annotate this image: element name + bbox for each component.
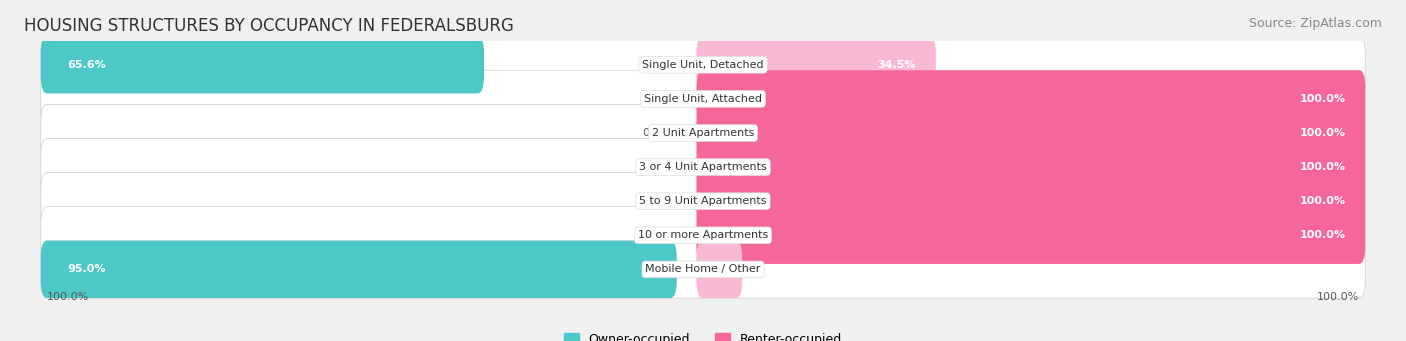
FancyBboxPatch shape: [41, 241, 1365, 298]
Text: Single Unit, Attached: Single Unit, Attached: [644, 94, 762, 104]
Text: Source: ZipAtlas.com: Source: ZipAtlas.com: [1249, 17, 1382, 30]
FancyBboxPatch shape: [696, 207, 1365, 264]
FancyBboxPatch shape: [41, 36, 484, 93]
Text: 100.0%: 100.0%: [1316, 292, 1358, 302]
FancyBboxPatch shape: [696, 36, 936, 93]
Text: 0.0%: 0.0%: [643, 196, 671, 206]
FancyBboxPatch shape: [41, 207, 1365, 264]
FancyBboxPatch shape: [696, 104, 1365, 162]
Text: HOUSING STRUCTURES BY OCCUPANCY IN FEDERALSBURG: HOUSING STRUCTURES BY OCCUPANCY IN FEDER…: [24, 17, 513, 35]
Text: Mobile Home / Other: Mobile Home / Other: [645, 264, 761, 275]
FancyBboxPatch shape: [41, 70, 1365, 128]
Text: 95.0%: 95.0%: [67, 264, 105, 275]
Text: 100.0%: 100.0%: [1299, 230, 1346, 240]
Text: 65.6%: 65.6%: [67, 60, 105, 70]
FancyBboxPatch shape: [696, 173, 1365, 230]
Legend: Owner-occupied, Renter-occupied: Owner-occupied, Renter-occupied: [558, 328, 848, 341]
Text: 5 to 9 Unit Apartments: 5 to 9 Unit Apartments: [640, 196, 766, 206]
Text: 2 Unit Apartments: 2 Unit Apartments: [652, 128, 754, 138]
FancyBboxPatch shape: [696, 70, 1365, 128]
Text: 0.0%: 0.0%: [643, 162, 671, 172]
FancyBboxPatch shape: [41, 138, 1365, 196]
Text: Single Unit, Detached: Single Unit, Detached: [643, 60, 763, 70]
Text: 100.0%: 100.0%: [1299, 128, 1346, 138]
Text: 3 or 4 Unit Apartments: 3 or 4 Unit Apartments: [640, 162, 766, 172]
Text: 100.0%: 100.0%: [1299, 94, 1346, 104]
FancyBboxPatch shape: [696, 241, 742, 298]
Text: 100.0%: 100.0%: [1299, 196, 1346, 206]
FancyBboxPatch shape: [696, 138, 1365, 196]
FancyBboxPatch shape: [41, 36, 1365, 93]
Text: 100.0%: 100.0%: [48, 292, 90, 302]
FancyBboxPatch shape: [41, 173, 1365, 230]
Text: 0.0%: 0.0%: [643, 94, 671, 104]
Text: 10 or more Apartments: 10 or more Apartments: [638, 230, 768, 240]
Text: 34.5%: 34.5%: [877, 60, 917, 70]
Text: 100.0%: 100.0%: [1299, 162, 1346, 172]
FancyBboxPatch shape: [41, 104, 1365, 162]
FancyBboxPatch shape: [41, 241, 676, 298]
Text: 0.0%: 0.0%: [643, 230, 671, 240]
Text: 5.0%: 5.0%: [692, 264, 723, 275]
Text: 0.0%: 0.0%: [643, 128, 671, 138]
